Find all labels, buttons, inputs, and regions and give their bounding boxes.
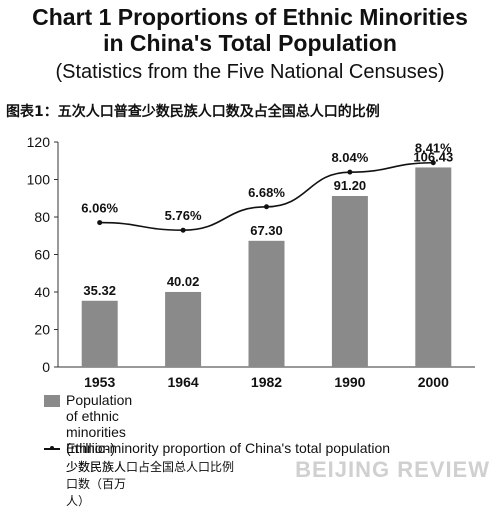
bar-value-label: 35.32 bbox=[83, 283, 116, 298]
chart-title: Chart 1 Proportions of Ethnic Minorities… bbox=[0, 4, 500, 56]
chinese-chart-title: 图表1：五次人口普查少数民族人口数及占全国总人口的比例 bbox=[6, 104, 380, 120]
legend-line-swatch bbox=[44, 446, 60, 450]
legend-line-label-cn: 少数民族人口占全国总人口比例 bbox=[66, 460, 235, 474]
y-tick-label: 100 bbox=[27, 172, 51, 188]
bar-value-label: 40.02 bbox=[167, 274, 200, 289]
y-tick-label: 120 bbox=[27, 134, 51, 150]
bar bbox=[165, 291, 202, 367]
line-value-label: 8.41% bbox=[415, 141, 452, 156]
legend-item-line: Ethnic-minority proportion of China's to… bbox=[44, 440, 494, 475]
chart-title-line-2: in China's Total Population bbox=[103, 30, 397, 56]
legend-bar-label: Population of ethnic minorities (million… bbox=[66, 392, 133, 456]
y-tick-label: 60 bbox=[34, 247, 50, 263]
line-value-label: 5.76% bbox=[165, 208, 202, 223]
x-tick-label: 1990 bbox=[334, 374, 365, 390]
bar bbox=[248, 240, 285, 367]
line-point bbox=[264, 204, 269, 210]
y-tick-label: 0 bbox=[42, 359, 50, 375]
bar-value-label: 106.43 bbox=[413, 149, 453, 164]
chart-title-line-1: Chart 1 Proportions of Ethnic Minorities bbox=[32, 4, 468, 30]
x-tick-label: 1953 bbox=[84, 374, 115, 390]
line-point bbox=[180, 227, 186, 233]
bar bbox=[415, 167, 452, 367]
x-tick-label: 1964 bbox=[168, 374, 199, 390]
chart-area: 0 20 40 60 80 100 120 35.32 40.02 67.30 91.20 106.4… bbox=[27, 134, 475, 390]
line-value-label: 6.06% bbox=[81, 201, 118, 216]
line-point bbox=[430, 160, 436, 166]
bar-value-label: 67.30 bbox=[250, 223, 283, 238]
y-tick-label: 80 bbox=[34, 209, 50, 225]
line-value-label: 8.04% bbox=[331, 150, 368, 165]
bar bbox=[81, 300, 118, 367]
legend-bar-swatch bbox=[44, 395, 60, 407]
bar bbox=[331, 196, 368, 367]
line-point bbox=[347, 169, 353, 175]
watermark-logo: BEIJING REVIEW bbox=[295, 457, 490, 482]
line-point bbox=[97, 220, 103, 226]
x-tick-label: 1982 bbox=[251, 374, 282, 390]
y-tick-label: 40 bbox=[34, 284, 50, 300]
x-tick-label: 2000 bbox=[418, 374, 449, 390]
legend-line-label: Ethnic-minority proportion of China's to… bbox=[66, 440, 391, 456]
bar-value-label: 91.20 bbox=[334, 178, 367, 193]
y-tick-label: 20 bbox=[34, 322, 50, 338]
chart-subtitle: (Statistics from the Five National Censu… bbox=[55, 61, 445, 83]
line-value-label: 6.68% bbox=[248, 185, 285, 200]
